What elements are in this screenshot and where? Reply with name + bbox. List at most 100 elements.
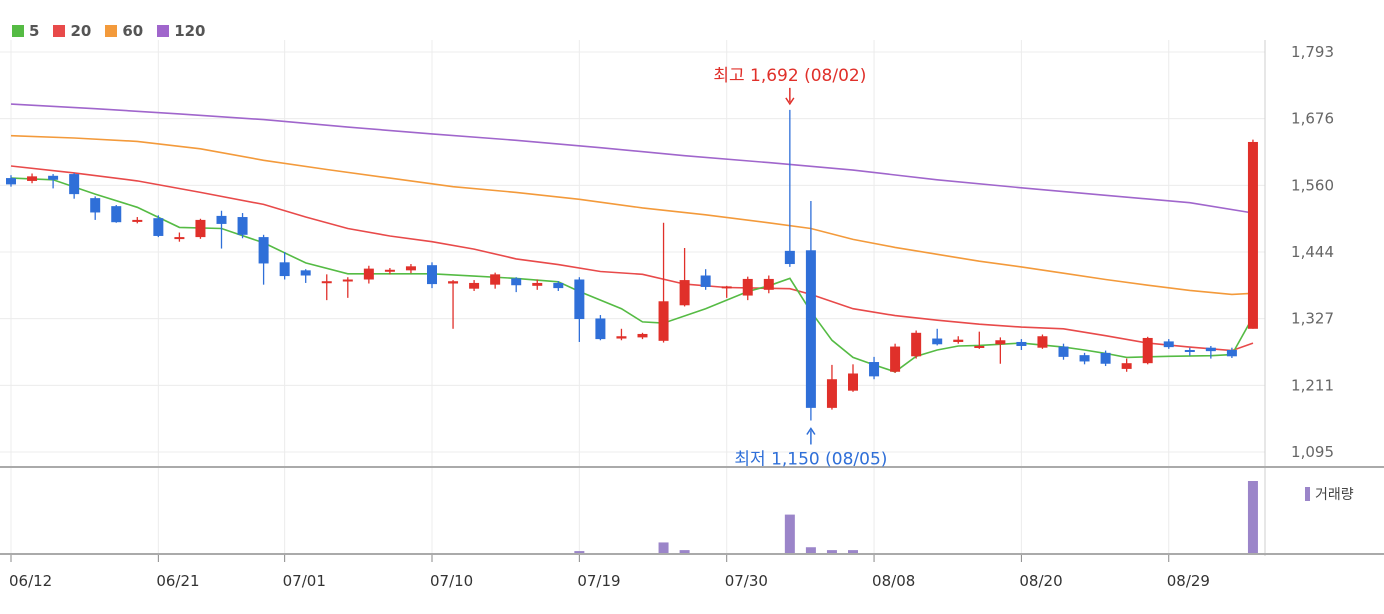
candle-body — [595, 318, 606, 340]
volume-label: 거래량 — [1315, 487, 1354, 503]
legend-item-ma120[interactable]: 120 — [157, 20, 206, 42]
candle-body — [637, 333, 648, 338]
legend-swatch — [12, 25, 24, 37]
candle-body — [111, 206, 122, 223]
candle-body — [658, 301, 669, 341]
candle-body — [826, 379, 837, 408]
candle-body — [469, 282, 480, 289]
y-tick-label: 1,444 — [1291, 243, 1334, 261]
x-tick-label: 08/20 — [1019, 572, 1062, 590]
candle-body — [195, 219, 206, 238]
candle-body — [511, 278, 522, 286]
ma-line-120 — [10, 103, 1254, 214]
candle-body — [532, 282, 543, 286]
volume-legend-swatch — [1305, 487, 1310, 501]
candle-body — [974, 345, 985, 348]
x-tick-label: 08/08 — [872, 572, 915, 590]
volume-bar — [848, 550, 858, 553]
legend-item-ma60[interactable]: 60 — [105, 20, 143, 42]
candle-body — [1121, 363, 1132, 369]
x-tick-label: 07/01 — [283, 572, 326, 590]
candle-body — [90, 198, 101, 213]
candle-body — [258, 237, 269, 264]
volume-bar — [784, 514, 795, 553]
legend-label: 60 — [122, 22, 144, 40]
candle-body — [1226, 349, 1237, 357]
candle-body — [363, 268, 374, 280]
x-tick-label: 06/21 — [156, 572, 199, 590]
candle-body — [721, 286, 732, 289]
low-arrow-head — [806, 427, 816, 435]
legend-item-ma20[interactable]: 20 — [53, 20, 91, 42]
candle-body — [174, 237, 185, 240]
candle-body — [1247, 141, 1258, 329]
x-tick-label: 06/12 — [9, 572, 52, 590]
legend-item-ma5[interactable]: 5 — [12, 20, 39, 42]
volume-bar — [679, 550, 690, 553]
volume-bar — [805, 547, 816, 553]
candle-body — [27, 176, 38, 181]
volume-bar — [574, 551, 585, 553]
candle-body — [679, 280, 690, 306]
y-tick-label: 1,211 — [1291, 376, 1334, 394]
candle-body — [911, 332, 922, 357]
candle-body — [384, 269, 395, 272]
candle-body — [848, 373, 858, 391]
high-annotation-label: 최고 1,692 (08/02) — [713, 66, 866, 86]
candle-body — [48, 175, 59, 180]
candle-body — [153, 218, 164, 236]
legend-label: 5 — [29, 22, 40, 40]
candle-body — [321, 281, 332, 284]
y-tick-label: 1,095 — [1291, 443, 1334, 461]
candle-body — [342, 279, 353, 282]
candle-body — [132, 219, 143, 222]
candle-body — [1079, 355, 1090, 362]
candle-body — [1058, 346, 1069, 357]
ma-line-20 — [10, 165, 1254, 352]
candle-body — [1205, 347, 1216, 352]
volume-bar — [826, 550, 837, 553]
candle-body — [490, 274, 501, 285]
y-tick-label: 1,793 — [1291, 43, 1334, 61]
volume-bar — [1247, 481, 1258, 553]
legend-label: 20 — [70, 22, 92, 40]
legend-swatch — [157, 25, 170, 37]
candle-body — [1037, 336, 1048, 348]
candle-body — [216, 215, 227, 224]
candle-body — [1016, 341, 1027, 346]
candle-body — [574, 279, 585, 320]
chart-legend: 5 20 60 120 — [12, 20, 206, 42]
candle-body — [69, 174, 80, 195]
x-tick-label: 08/29 — [1167, 572, 1210, 590]
x-tick-label: 07/19 — [577, 572, 620, 590]
candle-body — [763, 278, 774, 290]
candle-body — [405, 266, 416, 271]
legend-label: 120 — [174, 22, 206, 40]
candle-body — [427, 265, 437, 285]
candle-body — [1184, 349, 1195, 352]
candle-body — [1142, 337, 1153, 364]
candle-body — [953, 339, 964, 342]
x-tick-label: 07/30 — [725, 572, 768, 590]
x-tick-label: 07/10 — [430, 572, 473, 590]
candle-body — [805, 250, 816, 408]
y-tick-label: 1,327 — [1291, 310, 1334, 328]
low-annotation-label: 최저 1,150 (08/05) — [734, 449, 887, 469]
candle-body — [1163, 341, 1174, 348]
candle-body — [237, 217, 248, 235]
candle-body — [553, 282, 564, 289]
legend-swatch — [53, 25, 66, 37]
y-tick-label: 1,676 — [1291, 110, 1334, 128]
candle-body — [869, 362, 880, 377]
candle-body — [300, 270, 311, 276]
candle-body — [616, 336, 627, 339]
candle-body — [742, 278, 753, 296]
candle-body — [1100, 352, 1111, 364]
candle-body — [932, 338, 943, 345]
candle-body — [784, 250, 795, 265]
candle-body — [995, 340, 1006, 345]
ma-line-60 — [10, 134, 1254, 296]
volume-bar — [658, 542, 669, 553]
high-arrow-head — [785, 97, 795, 106]
